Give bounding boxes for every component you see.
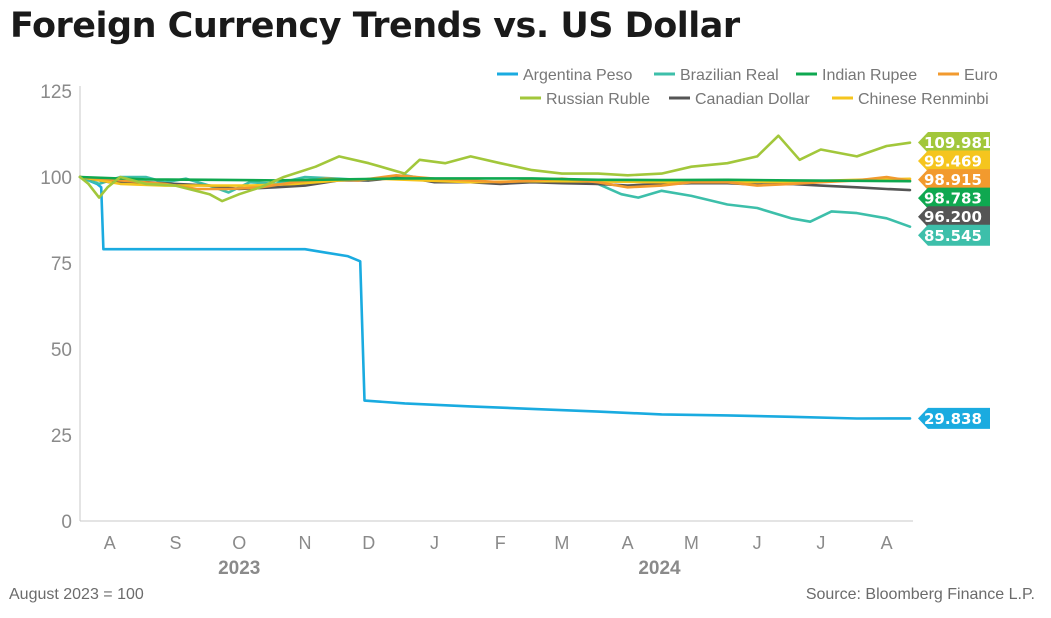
page-title: Foreign Currency Trends vs. US Dollar	[10, 6, 740, 46]
end-label-tag	[918, 132, 990, 153]
x-tick-label: F	[495, 533, 506, 553]
source-note: Source: Bloomberg Finance L.P.	[805, 586, 1035, 603]
y-tick-label: 100	[40, 168, 72, 189]
series-line-russian-ruble	[78, 134, 912, 203]
legend-entry: Indian Rupee	[822, 67, 917, 84]
footnote: August 2023 = 100	[9, 586, 144, 603]
y-tick-label: 0	[61, 512, 72, 533]
series-line-chinese-renminbi	[78, 175, 912, 187]
year-label: 2023	[218, 558, 260, 579]
x-tick-label: O	[232, 533, 246, 553]
x-tick-label: J	[753, 533, 762, 553]
x-tick-label: A	[622, 533, 634, 553]
x-tick-label: M	[554, 533, 569, 553]
series-line-indian-rupee	[78, 175, 912, 183]
x-tick-label: A	[104, 533, 116, 553]
x-tick-label: A	[881, 533, 893, 553]
end-label-value: 99.469	[924, 153, 982, 171]
end-label-value: 109.981	[924, 134, 992, 152]
end-label-value: 85.545	[924, 227, 982, 245]
series-line-euro	[78, 174, 912, 191]
x-tick-label: M	[684, 533, 699, 553]
legend-entry: Canadian Dollar	[695, 91, 810, 108]
end-label-tag	[918, 224, 990, 246]
year-label: 2024	[638, 558, 681, 579]
series-lines	[78, 134, 912, 420]
end-label-tag	[918, 187, 990, 209]
x-tick-label: J	[816, 533, 825, 553]
end-label-value: 29.838	[924, 410, 982, 428]
y-tick-label: 25	[51, 426, 72, 447]
end-label-tag	[918, 407, 990, 429]
end-label-value: 98.783	[924, 190, 982, 208]
chart-axes: 0 25 50 75 100 125 A S O N D J F M A M J J A 2023 2024	[40, 82, 913, 579]
y-tick-label: 125	[40, 82, 72, 103]
legend-entry: Chinese Renminbi	[858, 91, 989, 108]
series-line-argentina-peso	[78, 175, 912, 420]
legend-entry: Brazilian Real	[680, 67, 779, 84]
y-tick-label: 50	[51, 340, 72, 361]
legend-entry: Argentina Peso	[523, 67, 633, 84]
legend: Argentina Peso Brazilian Real Indian Rupee…	[497, 67, 998, 108]
end-label-tag	[918, 206, 990, 228]
x-tick-label: D	[362, 533, 375, 553]
end-label-tag	[918, 169, 990, 191]
x-tick-label: N	[299, 533, 312, 553]
end-label-tag	[918, 150, 990, 172]
legend-entry: Euro	[964, 67, 998, 84]
x-tick-label: S	[170, 533, 182, 553]
x-tick-label: J	[430, 533, 439, 553]
end-label-value: 96.200	[924, 208, 982, 226]
end-label-value: 98.915	[924, 171, 982, 189]
y-tick-label: 75	[51, 254, 72, 275]
legend-entry: Russian Ruble	[546, 91, 650, 108]
